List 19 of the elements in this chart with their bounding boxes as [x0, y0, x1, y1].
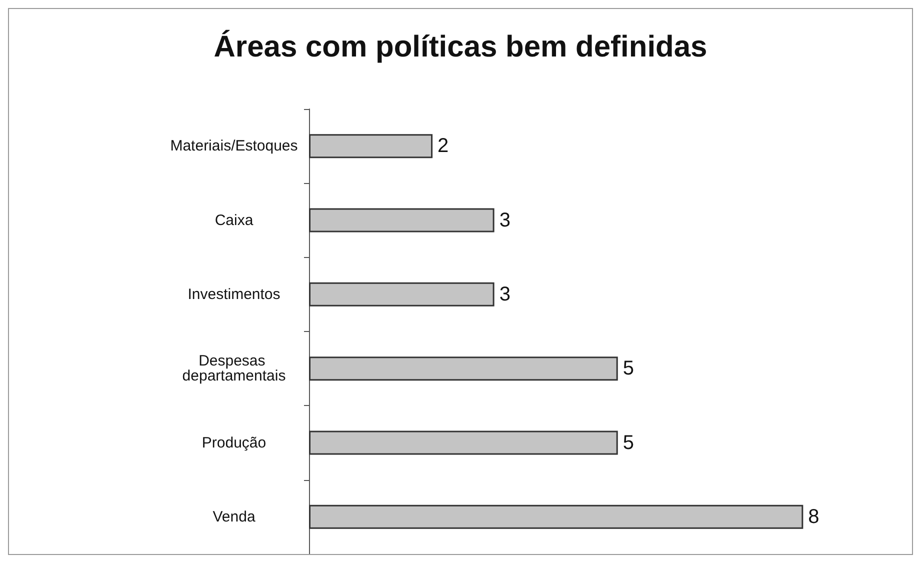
bar — [309, 134, 433, 158]
y-tick-label: Despesas departamentais — [182, 352, 286, 385]
bar — [309, 504, 804, 529]
bar — [309, 356, 618, 381]
bar — [309, 282, 494, 306]
y-tick-label: Materiais/Estoques — [170, 138, 298, 155]
bar — [309, 208, 494, 232]
bar — [309, 430, 618, 455]
data-label: 3 — [499, 283, 510, 306]
y-tick-label: Caixa — [214, 212, 254, 229]
data-label: 8 — [808, 506, 820, 528]
chart-title: Áreas com políticas bem definidas — [214, 30, 708, 64]
y-tick-label: Venda — [212, 508, 256, 526]
data-label: 3 — [499, 209, 510, 232]
y-tick-label: Produção — [202, 434, 266, 452]
data-label: 5 — [622, 432, 634, 454]
data-label: 2 — [438, 135, 449, 158]
y-tick-label: Investimentos — [188, 286, 280, 303]
data-label: 5 — [622, 358, 634, 380]
